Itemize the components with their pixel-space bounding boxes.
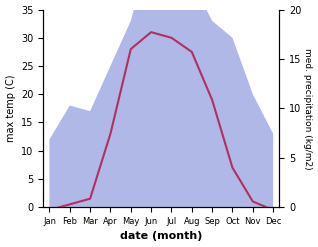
Y-axis label: max temp (C): max temp (C) <box>5 75 16 142</box>
Y-axis label: med. precipitation (kg/m2): med. precipitation (kg/m2) <box>303 48 313 169</box>
X-axis label: date (month): date (month) <box>120 231 203 242</box>
